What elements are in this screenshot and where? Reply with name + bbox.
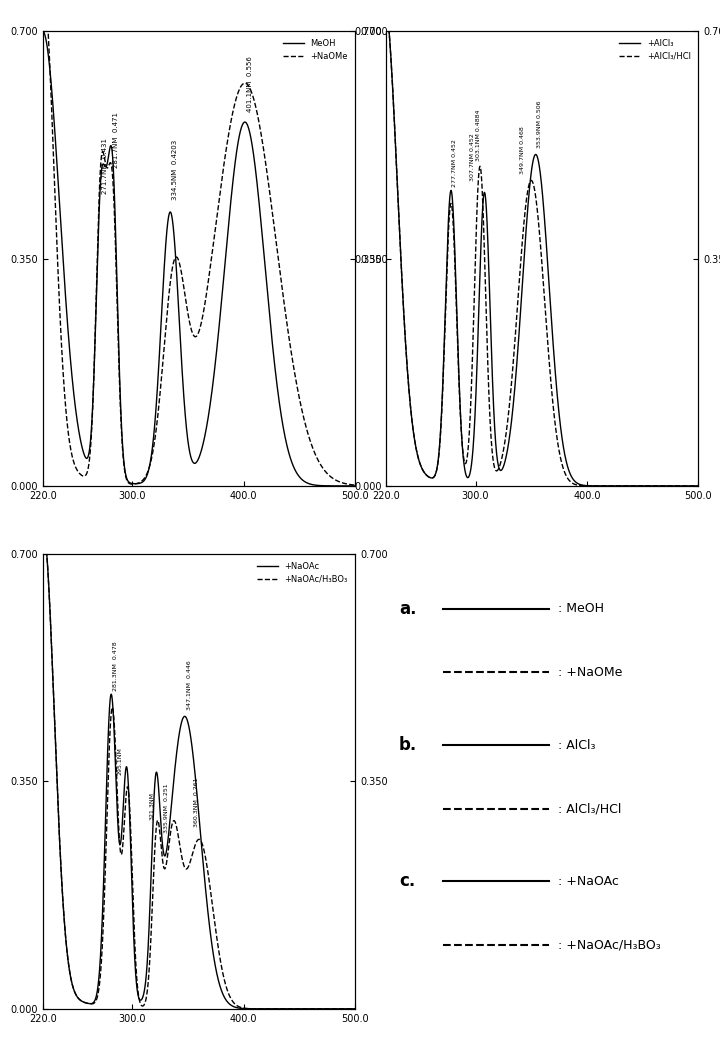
Legend: MeOH, +NaOMe: MeOH, +NaOMe [279,35,351,64]
Text: 335.9NM  0.251: 335.9NM 0.251 [163,784,168,833]
Text: : +NaOAc/H₃BO₃: : +NaOAc/H₃BO₃ [558,939,661,952]
Text: 321.3NM: 321.3NM [149,792,154,821]
Legend: +NaOAc, +NaOAc/H₃BO₃: +NaOAc, +NaOAc/H₃BO₃ [253,558,351,588]
Text: 295.1NM: 295.1NM [118,747,123,775]
Text: : +NaOMe: : +NaOMe [558,666,622,679]
Text: 277.7NM 0.452: 277.7NM 0.452 [452,139,457,187]
Text: : AlCl₃/HCl: : AlCl₃/HCl [558,802,621,815]
Text: : AlCl₃: : AlCl₃ [558,738,595,752]
Text: b.: b. [399,736,417,754]
Text: c.: c. [399,873,415,890]
Text: 281.3NM  0.478: 281.3NM 0.478 [114,641,118,691]
Text: 401.1NM  0.556: 401.1NM 0.556 [247,56,253,112]
Text: : MeOH: : MeOH [558,602,604,616]
Text: 353.9NM 0.506: 353.9NM 0.506 [537,101,542,148]
Text: 349.7NM 0.468: 349.7NM 0.468 [520,126,525,174]
Text: 271.7NM  0.431: 271.7NM 0.431 [102,137,108,193]
Text: 334.5NM  0.4203: 334.5NM 0.4203 [173,139,179,200]
Text: 360.3NM  0.261: 360.3NM 0.261 [194,778,199,827]
Text: : +NaOAc: : +NaOAc [558,875,619,888]
Text: 307.7NM 0.452: 307.7NM 0.452 [470,133,475,181]
Text: 347.1NM  0.446: 347.1NM 0.446 [187,660,192,710]
Text: a.: a. [399,600,416,618]
Text: 303.1NM 0.4884: 303.1NM 0.4884 [475,109,480,161]
Legend: +AlCl₃, +AlCl₃/HCl: +AlCl₃, +AlCl₃/HCl [616,35,694,64]
Text: 281.7NM  0.471: 281.7NM 0.471 [114,111,120,167]
